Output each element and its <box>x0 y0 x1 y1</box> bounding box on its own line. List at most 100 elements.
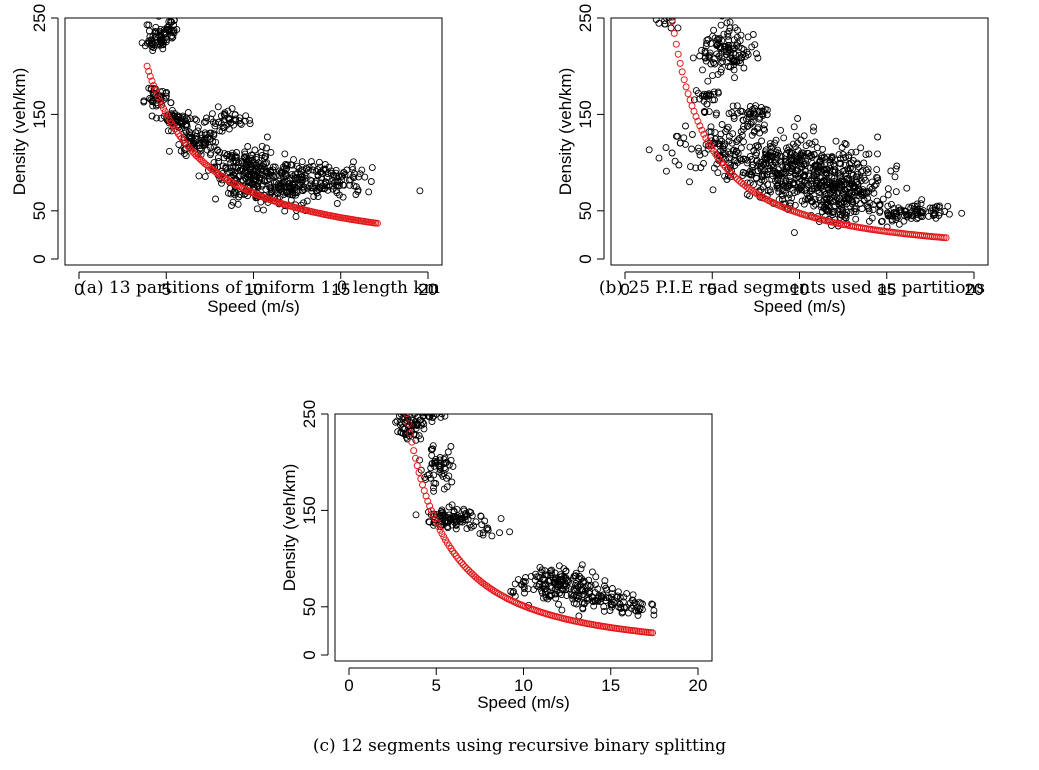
data-point <box>682 122 689 130</box>
data-point <box>333 189 341 197</box>
data-point <box>315 158 323 166</box>
data-point <box>570 585 578 593</box>
data-point <box>897 206 905 214</box>
data-point <box>411 414 419 418</box>
fit-curve-point <box>176 132 184 140</box>
data-point <box>447 443 455 450</box>
data-point <box>202 139 210 147</box>
data-point <box>291 183 299 191</box>
data-point <box>662 167 670 175</box>
data-point <box>665 18 673 22</box>
data-point <box>424 414 432 420</box>
x-tick-label: 10 <box>514 676 533 695</box>
data-point <box>430 471 438 479</box>
data-point <box>878 218 885 226</box>
x-tick-label: 10 <box>790 280 809 299</box>
data-point <box>556 571 564 579</box>
data-point <box>551 585 559 593</box>
data-point <box>847 208 855 216</box>
data-point <box>276 181 284 189</box>
data-point <box>267 184 275 192</box>
data-point <box>425 404 431 410</box>
data-point <box>907 204 915 212</box>
data-point <box>553 587 561 595</box>
data-point <box>884 202 892 210</box>
data-point <box>365 188 373 196</box>
data-point <box>598 593 606 601</box>
data-point <box>578 561 586 569</box>
data-point <box>279 163 287 171</box>
data-point <box>427 445 435 453</box>
y-tick-label: 0 <box>30 254 49 263</box>
data-point <box>709 96 717 104</box>
data-point <box>709 72 716 80</box>
data-point <box>430 396 436 402</box>
data-point <box>220 154 228 162</box>
data-point <box>900 217 908 225</box>
data-point <box>703 39 711 47</box>
data-point <box>140 98 148 106</box>
data-point <box>872 180 880 188</box>
fit-curve-point <box>500 593 508 601</box>
data-point <box>531 576 539 584</box>
data-point <box>321 161 329 168</box>
data-point <box>497 515 505 523</box>
data-point <box>433 414 435 415</box>
data-point <box>801 167 809 175</box>
data-point <box>731 151 739 158</box>
data-point <box>309 162 317 170</box>
data-point <box>430 402 436 408</box>
fit-curve-point <box>415 469 423 476</box>
fit-curve-point <box>704 138 712 146</box>
data-point <box>694 144 702 152</box>
data-point <box>852 208 860 216</box>
data-point <box>562 585 570 593</box>
data-point <box>419 395 425 401</box>
fit-curve-point <box>431 515 439 523</box>
data-point <box>511 580 519 588</box>
data-point <box>195 172 203 180</box>
data-point <box>649 601 657 609</box>
data-point <box>146 33 154 41</box>
data-point <box>429 442 437 450</box>
data-point <box>556 576 564 583</box>
data-point <box>671 157 679 165</box>
data-point <box>321 178 329 186</box>
data-points-group <box>392 395 658 620</box>
data-point <box>739 169 747 176</box>
data-point <box>438 414 446 418</box>
data-point <box>558 591 566 599</box>
data-point <box>831 166 839 174</box>
data-point <box>829 211 837 219</box>
fit-curve-group <box>143 62 381 227</box>
fit-curve-point <box>408 438 416 446</box>
data-point <box>819 145 827 153</box>
data-point <box>397 428 405 436</box>
data-point <box>209 118 217 126</box>
data-point <box>535 580 543 588</box>
y-tick-label: 50 <box>30 201 49 220</box>
data-point <box>857 190 865 198</box>
y-tick-label: 150 <box>300 496 319 524</box>
data-point <box>218 127 226 135</box>
data-point <box>753 156 761 164</box>
data-point <box>726 18 734 26</box>
data-point <box>262 185 270 193</box>
data-point <box>824 191 832 199</box>
data-point <box>323 174 331 181</box>
data-point <box>608 596 616 604</box>
data-point <box>265 170 273 178</box>
fit-curve-point <box>692 113 700 120</box>
data-point <box>623 590 631 598</box>
data-point <box>228 202 235 209</box>
data-point <box>417 435 425 443</box>
fit-curve-point <box>412 454 419 462</box>
data-point <box>935 203 943 211</box>
data-point <box>236 191 244 198</box>
data-point <box>792 170 800 178</box>
fit-curve-point <box>678 68 686 76</box>
scatter-plot-c-canvas: 0 5 10 15 20 Speed (m/s) 0 50 150 250 Density (veh… <box>280 400 713 712</box>
data-point <box>696 151 704 159</box>
data-point <box>312 177 320 185</box>
data-point <box>287 161 295 169</box>
